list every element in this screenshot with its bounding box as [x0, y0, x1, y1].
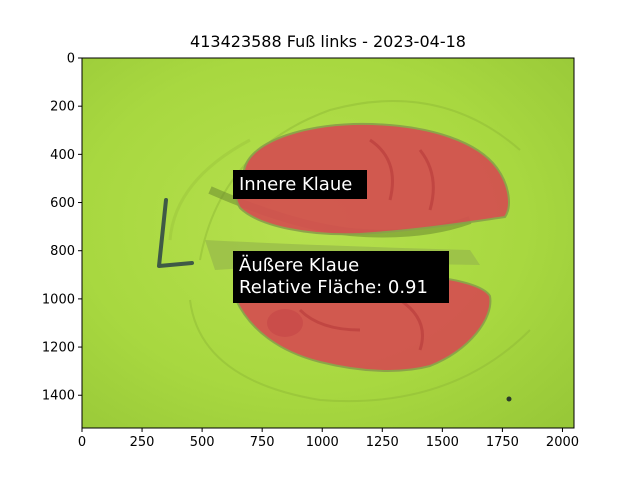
green-background — [82, 58, 574, 428]
label-inner-claw-line-1: Innere Klaue — [239, 174, 352, 195]
y-tick-label: 1000 — [42, 292, 75, 307]
label-outer-claw-line-1: Äußere Klaue — [239, 255, 359, 276]
fabric-fold — [168, 138, 251, 241]
y-axis-ticks: 0 200 400 600 800 1000 1200 1400 — [42, 52, 82, 404]
fabric-fold — [189, 299, 531, 403]
x-tick-label: 1000 — [306, 435, 339, 450]
inner-claw-texture — [369, 138, 435, 211]
x-tick-label: 1500 — [426, 435, 459, 450]
dirt-spot — [506, 396, 512, 402]
y-tick-label: 600 — [50, 196, 75, 211]
x-tick-label: 1750 — [486, 435, 519, 450]
y-tick-label: 0 — [67, 52, 75, 67]
x-tick-label: 750 — [250, 435, 275, 450]
handwritten-letter-l — [157, 198, 194, 268]
inner-claw-region — [234, 122, 510, 236]
x-tick-label: 0 — [78, 435, 86, 450]
y-tick-label: 200 — [50, 100, 75, 115]
y-tick-label: 1400 — [42, 389, 75, 404]
outer-claw-spot — [267, 309, 303, 337]
figure-title: 413423588 Fuß links - 2023-04-18 — [190, 32, 466, 51]
axes-frame — [81, 57, 575, 429]
label-outer-claw-line-2: Relative Fläche: 0.91 — [239, 277, 428, 298]
y-tick-label: 1200 — [42, 341, 75, 356]
x-tick-label: 500 — [190, 435, 215, 450]
outer-claw-texture — [298, 298, 424, 351]
x-tick-label: 250 — [130, 435, 155, 450]
x-tick-label: 1250 — [366, 435, 399, 450]
y-tick-label: 800 — [50, 244, 75, 259]
label-inner-claw: Innere Klaue — [233, 170, 367, 199]
label-outer-claw: Äußere Klaue Relative Fläche: 0.91 — [233, 251, 449, 303]
x-tick-label: 2000 — [546, 435, 579, 450]
y-tick-label: 400 — [50, 148, 75, 163]
x-axis-ticks: 0 250 500 750 1000 1250 1500 1750 2000 — [78, 428, 579, 450]
